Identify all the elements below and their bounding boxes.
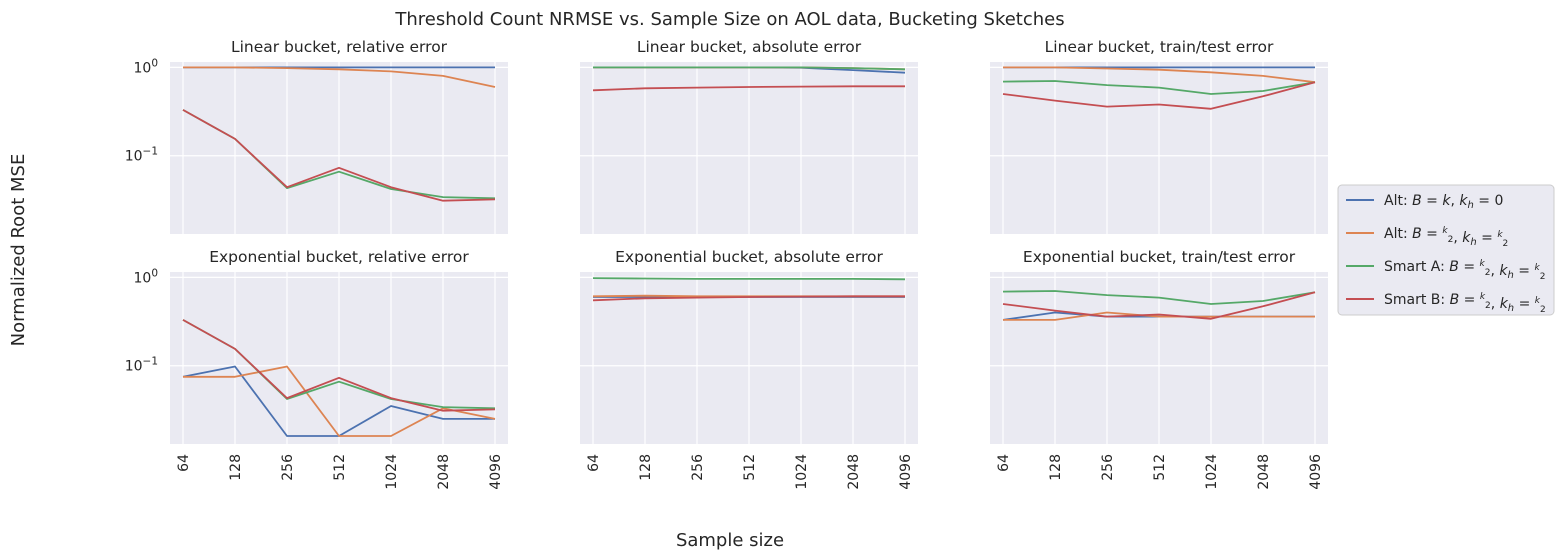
x-tick-label: 4096 [898, 454, 914, 490]
x-tick-label: 512 [1152, 454, 1168, 481]
x-tick-label: 2048 [436, 454, 452, 490]
figure-xlabel: Sample size [676, 530, 784, 551]
figure-title: Threshold Count NRMSE vs. Sample Size on… [394, 9, 1064, 30]
x-tick-label: 2048 [1256, 454, 1272, 490]
legend-label: Alt: B = k2, kh = k2 [1384, 226, 1508, 249]
subplot-4: Exponential bucket, relative error 100 10−… [125, 248, 508, 490]
x-tick-label: 4096 [488, 454, 504, 490]
x-tick-label: 2048 [846, 454, 862, 490]
y-tick-label: 100 [133, 57, 158, 76]
y-tick-label: 10−1 [125, 356, 158, 375]
legend-entry: Alt: B = k, kh = 0 [1346, 193, 1503, 211]
series-line-3 [1002, 80, 1316, 95]
subplot-2: Linear bucket, absolute error [580, 38, 918, 234]
series-line-4 [1002, 81, 1316, 110]
x-tick-label: 64 [996, 454, 1012, 472]
x-tick-label: 1024 [384, 454, 400, 490]
subplot-title: Linear bucket, train/test error [1045, 38, 1274, 56]
series-line-3 [593, 66, 906, 71]
x-tick-label: 128 [638, 454, 654, 481]
series-line-2 [1003, 311, 1315, 321]
legend-label: Alt: B = k, kh = 0 [1384, 193, 1503, 211]
series-line-3 [1002, 290, 1316, 305]
x-tick-label: 1024 [1204, 454, 1220, 490]
legend-label: Smart B: B = k2, kh = k2 [1384, 292, 1546, 315]
x-tick-label: 512 [742, 454, 758, 481]
y-tick-label: 10−1 [125, 146, 158, 165]
series-line-2 [183, 66, 496, 88]
x-tick-label: 128 [228, 454, 244, 481]
x-tick-label: 64 [586, 454, 602, 472]
x-tick-label: 256 [690, 454, 706, 481]
series-line-2 [183, 365, 496, 437]
subplot-title: Exponential bucket, relative error [209, 248, 469, 266]
legend-entry: Alt: B = k2, kh = k2 [1346, 226, 1508, 249]
x-tick-label: 512 [332, 454, 348, 481]
subplot-3: Linear bucket, train/test error [990, 38, 1328, 234]
subplot-title: Linear bucket, absolute error [637, 38, 862, 56]
x-tick-label: 1024 [794, 454, 810, 490]
series-line-4 [182, 319, 496, 412]
y-tick-label: 100 [133, 267, 158, 286]
subplot-title: Exponential bucket, train/test error [1023, 248, 1296, 266]
series-line-4 [592, 85, 905, 92]
series-line-4 [1002, 291, 1316, 320]
subplot-5: Exponential bucket, absolute error 64 128 2… [580, 248, 918, 490]
figure-ylabel: Normalized Root MSE [8, 154, 29, 347]
series-line-3 [592, 277, 906, 281]
legend-entry: Smart A: B = k2, kh = k2 [1346, 259, 1545, 282]
x-tick-label: 128 [1048, 454, 1064, 481]
series-line-2 [1003, 66, 1316, 84]
subplots: Linear bucket, relative error10010−1Line… [125, 38, 1328, 490]
subplot-6: Exponential bucket, train/test error 64 12… [990, 248, 1328, 490]
subplot-title: Linear bucket, relative error [231, 38, 448, 56]
legend: Alt: B = k, kh = 0 Alt: B = k2, kh = k2 Sm… [1337, 184, 1555, 316]
legend-box [1337, 184, 1555, 316]
subplot-1: Linear bucket, relative error 100 10−1 [125, 38, 508, 234]
x-tick-label: 64 [176, 454, 192, 472]
x-tick-label: 256 [1100, 454, 1116, 481]
series-line-4 [592, 295, 905, 302]
x-tick-label: 256 [280, 454, 296, 481]
subplot-title: Exponential bucket, absolute error [615, 248, 883, 266]
series-line-4 [182, 109, 496, 202]
x-tick-label: 4096 [1308, 454, 1324, 490]
legend-label: Smart A: B = k2, kh = k2 [1384, 259, 1545, 282]
legend-entry: Smart B: B = k2, kh = k2 [1346, 292, 1546, 315]
